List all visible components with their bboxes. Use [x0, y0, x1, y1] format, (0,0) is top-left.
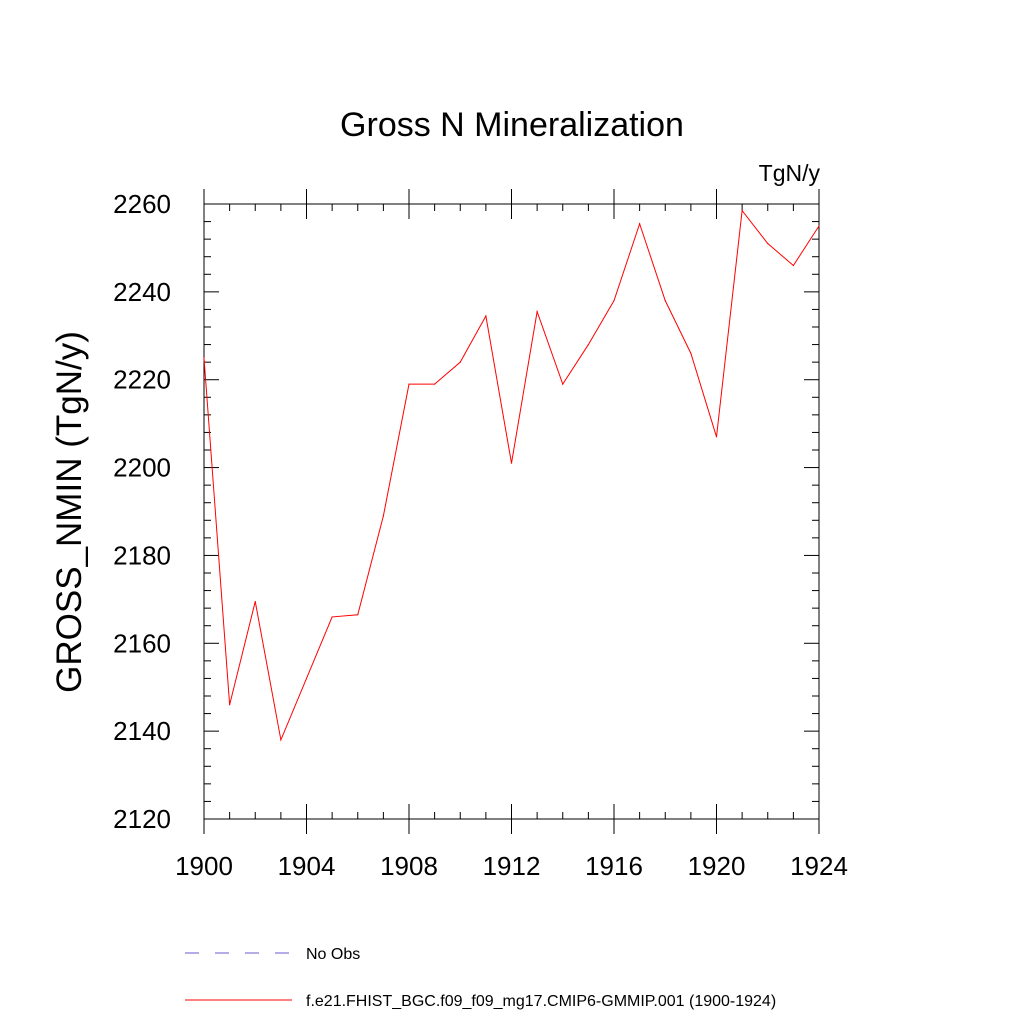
legend-item-no-obs: No Obs	[185, 946, 360, 963]
data-point	[382, 515, 384, 517]
data-point	[408, 383, 410, 385]
y-axis-label: GROSS_NMIN (TgN/y)	[50, 331, 89, 693]
data-point	[767, 242, 769, 245]
data-point	[715, 436, 718, 438]
y-tick-label: 2120	[113, 804, 171, 834]
y-tick-label: 2200	[113, 453, 171, 483]
y-tick-label: 2160	[113, 628, 171, 658]
data-point	[792, 264, 794, 267]
data-point	[690, 352, 692, 354]
x-tick-label: 1912	[483, 851, 541, 881]
data-point	[434, 383, 436, 385]
data-point	[485, 315, 487, 317]
data-point	[357, 614, 359, 616]
legend-item-model-run: f.e21.FHIST_BGC.f09_f09_mg17.CMIP6-GMMIP…	[185, 993, 776, 1010]
data-point	[562, 383, 564, 385]
data-point	[613, 300, 615, 302]
x-tick-label: 1900	[175, 851, 233, 881]
axis-ticks	[203, 189, 820, 834]
data-point	[254, 600, 256, 603]
y-tick-label: 2260	[113, 189, 171, 219]
series-line	[203, 209, 820, 742]
data-point	[459, 361, 461, 363]
data-point	[229, 704, 231, 706]
data-point	[331, 616, 333, 618]
data-point	[510, 462, 513, 464]
x-tick-label: 1924	[790, 851, 848, 881]
y-tick-label: 2140	[113, 716, 171, 746]
y-tick-label: 2240	[113, 277, 171, 307]
legend: No Obs f.e21.FHIST_BGC.f09_f09_mg17.CMIP…	[185, 946, 776, 1010]
data-point	[639, 223, 641, 225]
legend-label-no-obs: No Obs	[306, 946, 360, 963]
tick-labels: 1900 1904 1908 1912 1916 1920 1924 2120 2140 2160…	[113, 189, 848, 881]
data-point	[536, 311, 538, 313]
series-layer	[203, 209, 820, 742]
data-point	[587, 343, 589, 346]
y-tick-label: 2180	[113, 540, 171, 570]
data-point	[280, 739, 282, 741]
data-point	[664, 300, 666, 302]
x-tick-label: 1916	[585, 851, 643, 881]
chart-title: Gross N Mineralization	[340, 106, 684, 144]
plot-frame	[203, 203, 820, 820]
data-point	[203, 357, 205, 359]
x-tick-label: 1920	[688, 851, 746, 881]
data-point	[741, 209, 743, 212]
legend-label-model-run: f.e21.FHIST_BGC.f09_f09_mg17.CMIP6-GMMIP…	[306, 993, 776, 1010]
units-label: TgN/y	[759, 160, 821, 186]
x-tick-label: 1908	[380, 851, 438, 881]
y-tick-label: 2220	[113, 365, 171, 395]
data-point	[818, 225, 820, 227]
x-tick-label: 1904	[278, 851, 336, 881]
data-point	[305, 677, 308, 680]
